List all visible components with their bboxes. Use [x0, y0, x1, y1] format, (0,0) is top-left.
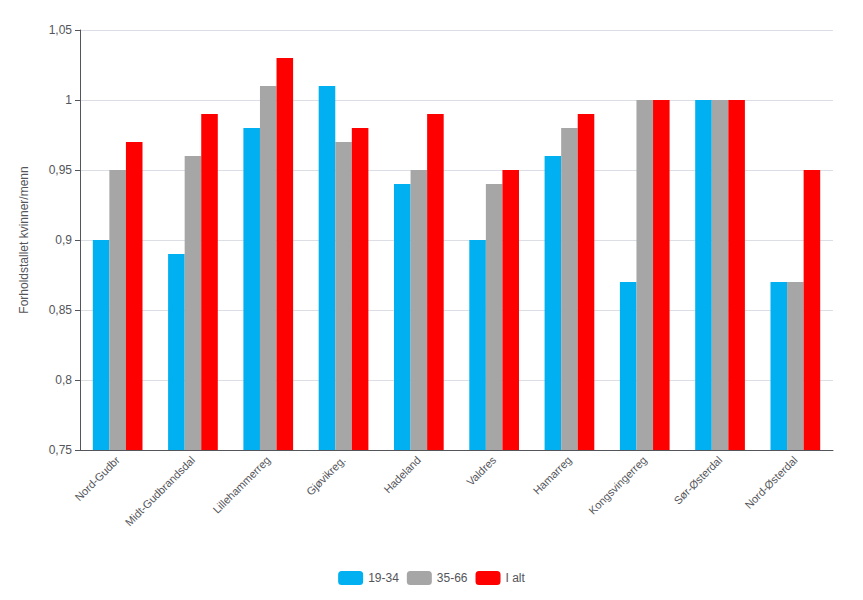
svg-text:Forholdstallet kvinner/menn: Forholdstallet kvinner/menn: [17, 166, 31, 313]
svg-text:Hamarreg: Hamarreg: [531, 454, 574, 497]
svg-text:35-66: 35-66: [437, 571, 468, 585]
svg-text:Nord-Gudbr: Nord-Gudbr: [72, 454, 122, 504]
svg-text:1,05: 1,05: [49, 23, 73, 37]
svg-text:0,75: 0,75: [49, 443, 73, 457]
svg-text:Hadeland: Hadeland: [381, 454, 423, 496]
svg-text:19-34: 19-34: [368, 571, 399, 585]
svg-text:0,8: 0,8: [55, 373, 72, 387]
svg-text:I alt: I alt: [506, 571, 526, 585]
svg-text:0,9: 0,9: [55, 233, 72, 247]
svg-text:Sør-Østerdal: Sør-Østerdal: [671, 454, 724, 507]
svg-text:Gjøvikreg.: Gjøvikreg.: [304, 454, 348, 498]
svg-text:Valdres: Valdres: [464, 453, 499, 488]
svg-text:0,85: 0,85: [49, 303, 73, 317]
svg-text:Midt-Gudbrandsdal: Midt-Gudbrandsdal: [123, 454, 198, 529]
svg-text:Nord-Østerdal: Nord-Østerdal: [742, 454, 799, 511]
svg-text:Lillehammerreg: Lillehammerreg: [210, 454, 272, 516]
svg-text:1: 1: [65, 93, 72, 107]
svg-text:0,95: 0,95: [49, 163, 73, 177]
svg-text:Kongsvingerreg: Kongsvingerreg: [586, 454, 649, 517]
